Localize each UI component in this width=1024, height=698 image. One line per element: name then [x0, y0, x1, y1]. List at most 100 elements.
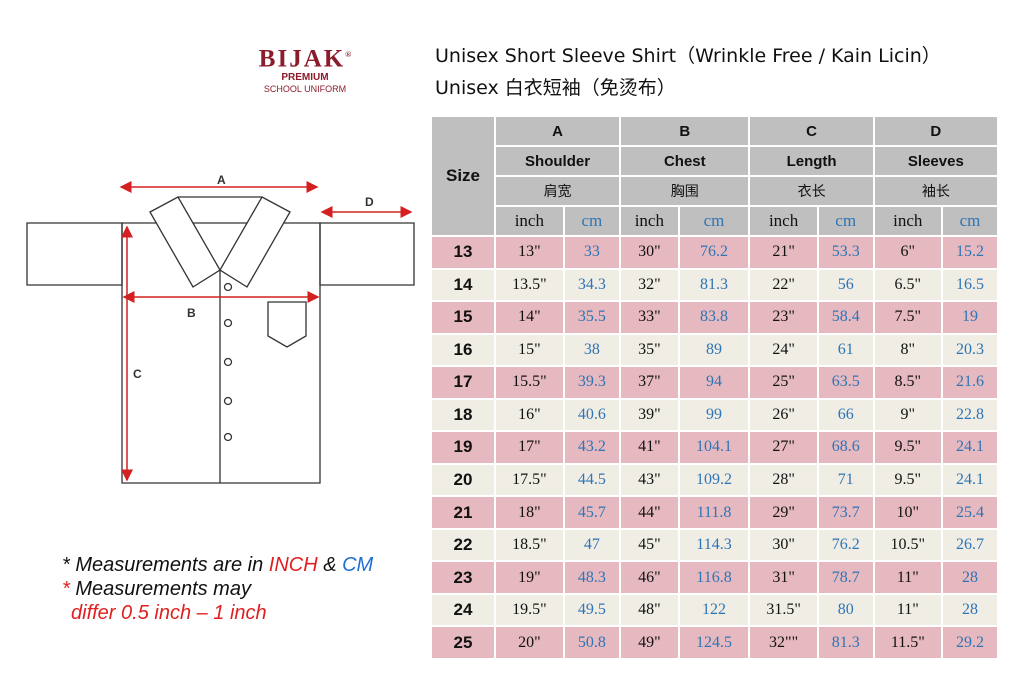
inch-cell: 41" [619, 430, 680, 465]
logo-registered: ® [345, 50, 352, 59]
left-sleeve [26, 222, 123, 286]
note-cm: CM [342, 554, 374, 576]
cm-cell: 99 [677, 397, 751, 433]
cm-cell: 53.3 [816, 235, 875, 270]
size-cell: 25 [430, 625, 496, 660]
cm-cell: 109.2 [677, 462, 751, 498]
note-inch: INCH [268, 554, 318, 576]
size-cell: 23 [430, 560, 496, 595]
shirt-diagram: A B C D [26, 173, 415, 484]
cm-cell: 22.8 [940, 397, 1000, 433]
inch-cell: 25" [748, 365, 819, 400]
inch-cell: 15.5" [494, 365, 565, 400]
cm-cell: 73.7 [816, 495, 875, 530]
cm-cell: 116.8 [677, 560, 751, 595]
table-row: 20 17.5" 44.5 43" 109.2 28" 71 9.5" 24.1 [430, 462, 1000, 498]
cm-cell: 122 [677, 592, 751, 628]
inch-cell: 32" [619, 267, 680, 303]
size-cell: 17 [430, 365, 496, 400]
cm-cell: 39.3 [562, 365, 622, 400]
inch-cell: 17.5" [494, 462, 565, 498]
cm-cell: 76.2 [677, 235, 751, 270]
size-cell: 18 [430, 397, 496, 433]
inch-cell: 35" [619, 332, 680, 368]
cm-cell: 35.5 [562, 300, 622, 335]
note-text: * Measurements are in [62, 554, 269, 576]
note-star: * [62, 578, 70, 600]
logo-premium: PREMIUM [281, 72, 329, 84]
inch-cell: 30" [619, 235, 680, 270]
cm-cell: 38 [562, 332, 622, 368]
inch-cell: 31.5" [748, 592, 819, 628]
inch-cell: 9.5" [872, 462, 943, 498]
cm-cell: 15.2 [940, 235, 1000, 270]
inch-cell: 11" [872, 560, 943, 595]
size-cell: 20 [430, 462, 496, 498]
table-row: 25 20" 50.8 49" 124.5 32"" 81.3 11.5" 29.2 [430, 625, 1000, 660]
inch-cell: 33" [619, 300, 680, 335]
cm-cell: 44.5 [562, 462, 622, 498]
cm-cell: 78.7 [816, 560, 875, 595]
table-row: 17 15.5" 39.3 37" 94 25" 63.5 8.5" 21.6 [430, 365, 1000, 400]
inch-cell: 15" [494, 332, 565, 368]
unit-cm: cm [940, 205, 1000, 237]
cm-cell: 81.3 [816, 625, 875, 660]
inch-cell: 44" [619, 495, 680, 530]
inch-cell: 22" [748, 267, 819, 303]
table-row: 24 19.5" 49.5 48" 122 31.5" 80 11" 28 [430, 592, 1000, 628]
inch-cell: 39" [619, 397, 680, 433]
cm-cell: 56 [816, 267, 875, 303]
unit-cm: cm [816, 205, 875, 237]
inch-cell: 10.5" [872, 527, 943, 563]
inch-cell: 48" [619, 592, 680, 628]
inch-cell: 26" [748, 397, 819, 433]
inch-cell: 10" [872, 495, 943, 530]
inch-cell: 18" [494, 495, 565, 530]
cm-cell: 61 [816, 332, 875, 368]
inch-cell: 29" [748, 495, 819, 530]
inch-cell: 9" [872, 397, 943, 433]
inch-cell: 28" [748, 462, 819, 498]
title-line-2: Unisex 白衣短袖（免烫布） [435, 77, 676, 99]
cm-cell: 76.2 [816, 527, 875, 563]
inch-cell: 19" [494, 560, 565, 595]
col-name-cn: 肩宽 [493, 175, 622, 207]
unit-inch: inch [494, 205, 565, 237]
cm-cell: 83.8 [677, 300, 751, 335]
cm-cell: 40.6 [562, 397, 622, 433]
note-text: Measurements may [69, 578, 251, 600]
inch-cell: 8" [872, 332, 943, 368]
size-header: Size [430, 115, 496, 237]
col-letter: B [619, 115, 751, 147]
inch-cell: 8.5" [872, 365, 943, 400]
right-collar [219, 196, 291, 288]
inch-cell: 11.5" [872, 625, 943, 660]
size-cell: 16 [430, 332, 496, 368]
inch-cell: 14" [494, 300, 565, 335]
table-row: 16 15" 38 35" 89 24" 61 8" 20.3 [430, 332, 1000, 368]
inch-cell: 16" [494, 397, 565, 433]
measurement-notes: * Measurements are in INCH & CM * Measur… [62, 553, 373, 625]
inch-cell: 43" [619, 462, 680, 498]
cm-cell: 45.7 [562, 495, 622, 530]
inch-cell: 13.5" [494, 267, 565, 303]
size-chart-table: Size A B C D Shoulder Chest Length Sleev… [430, 115, 1000, 660]
inch-cell: 19.5" [494, 592, 565, 628]
table-row: 15 14" 35.5 33" 83.8 23" 58.4 7.5" 19 [430, 300, 1000, 335]
cm-cell: 26.7 [940, 527, 1000, 563]
unit-inch: inch [872, 205, 943, 237]
unit-inch: inch [619, 205, 680, 237]
size-cell: 13 [430, 235, 496, 270]
cm-cell: 16.5 [940, 267, 1000, 303]
col-letter: D [872, 115, 1000, 147]
label-a: A [217, 173, 226, 187]
brand-logo: BIJAK® PREMIUM SCHOOL UNIFORM [250, 42, 360, 95]
cm-cell: 104.1 [677, 430, 751, 465]
inch-cell: 32"" [748, 625, 819, 660]
inch-cell: 20" [494, 625, 565, 660]
shirt-body [121, 222, 321, 484]
cm-cell: 33 [562, 235, 622, 270]
cm-cell: 49.5 [562, 592, 622, 628]
inch-cell: 37" [619, 365, 680, 400]
table-row: 19 17" 43.2 41" 104.1 27" 68.6 9.5" 24.1 [430, 430, 1000, 465]
